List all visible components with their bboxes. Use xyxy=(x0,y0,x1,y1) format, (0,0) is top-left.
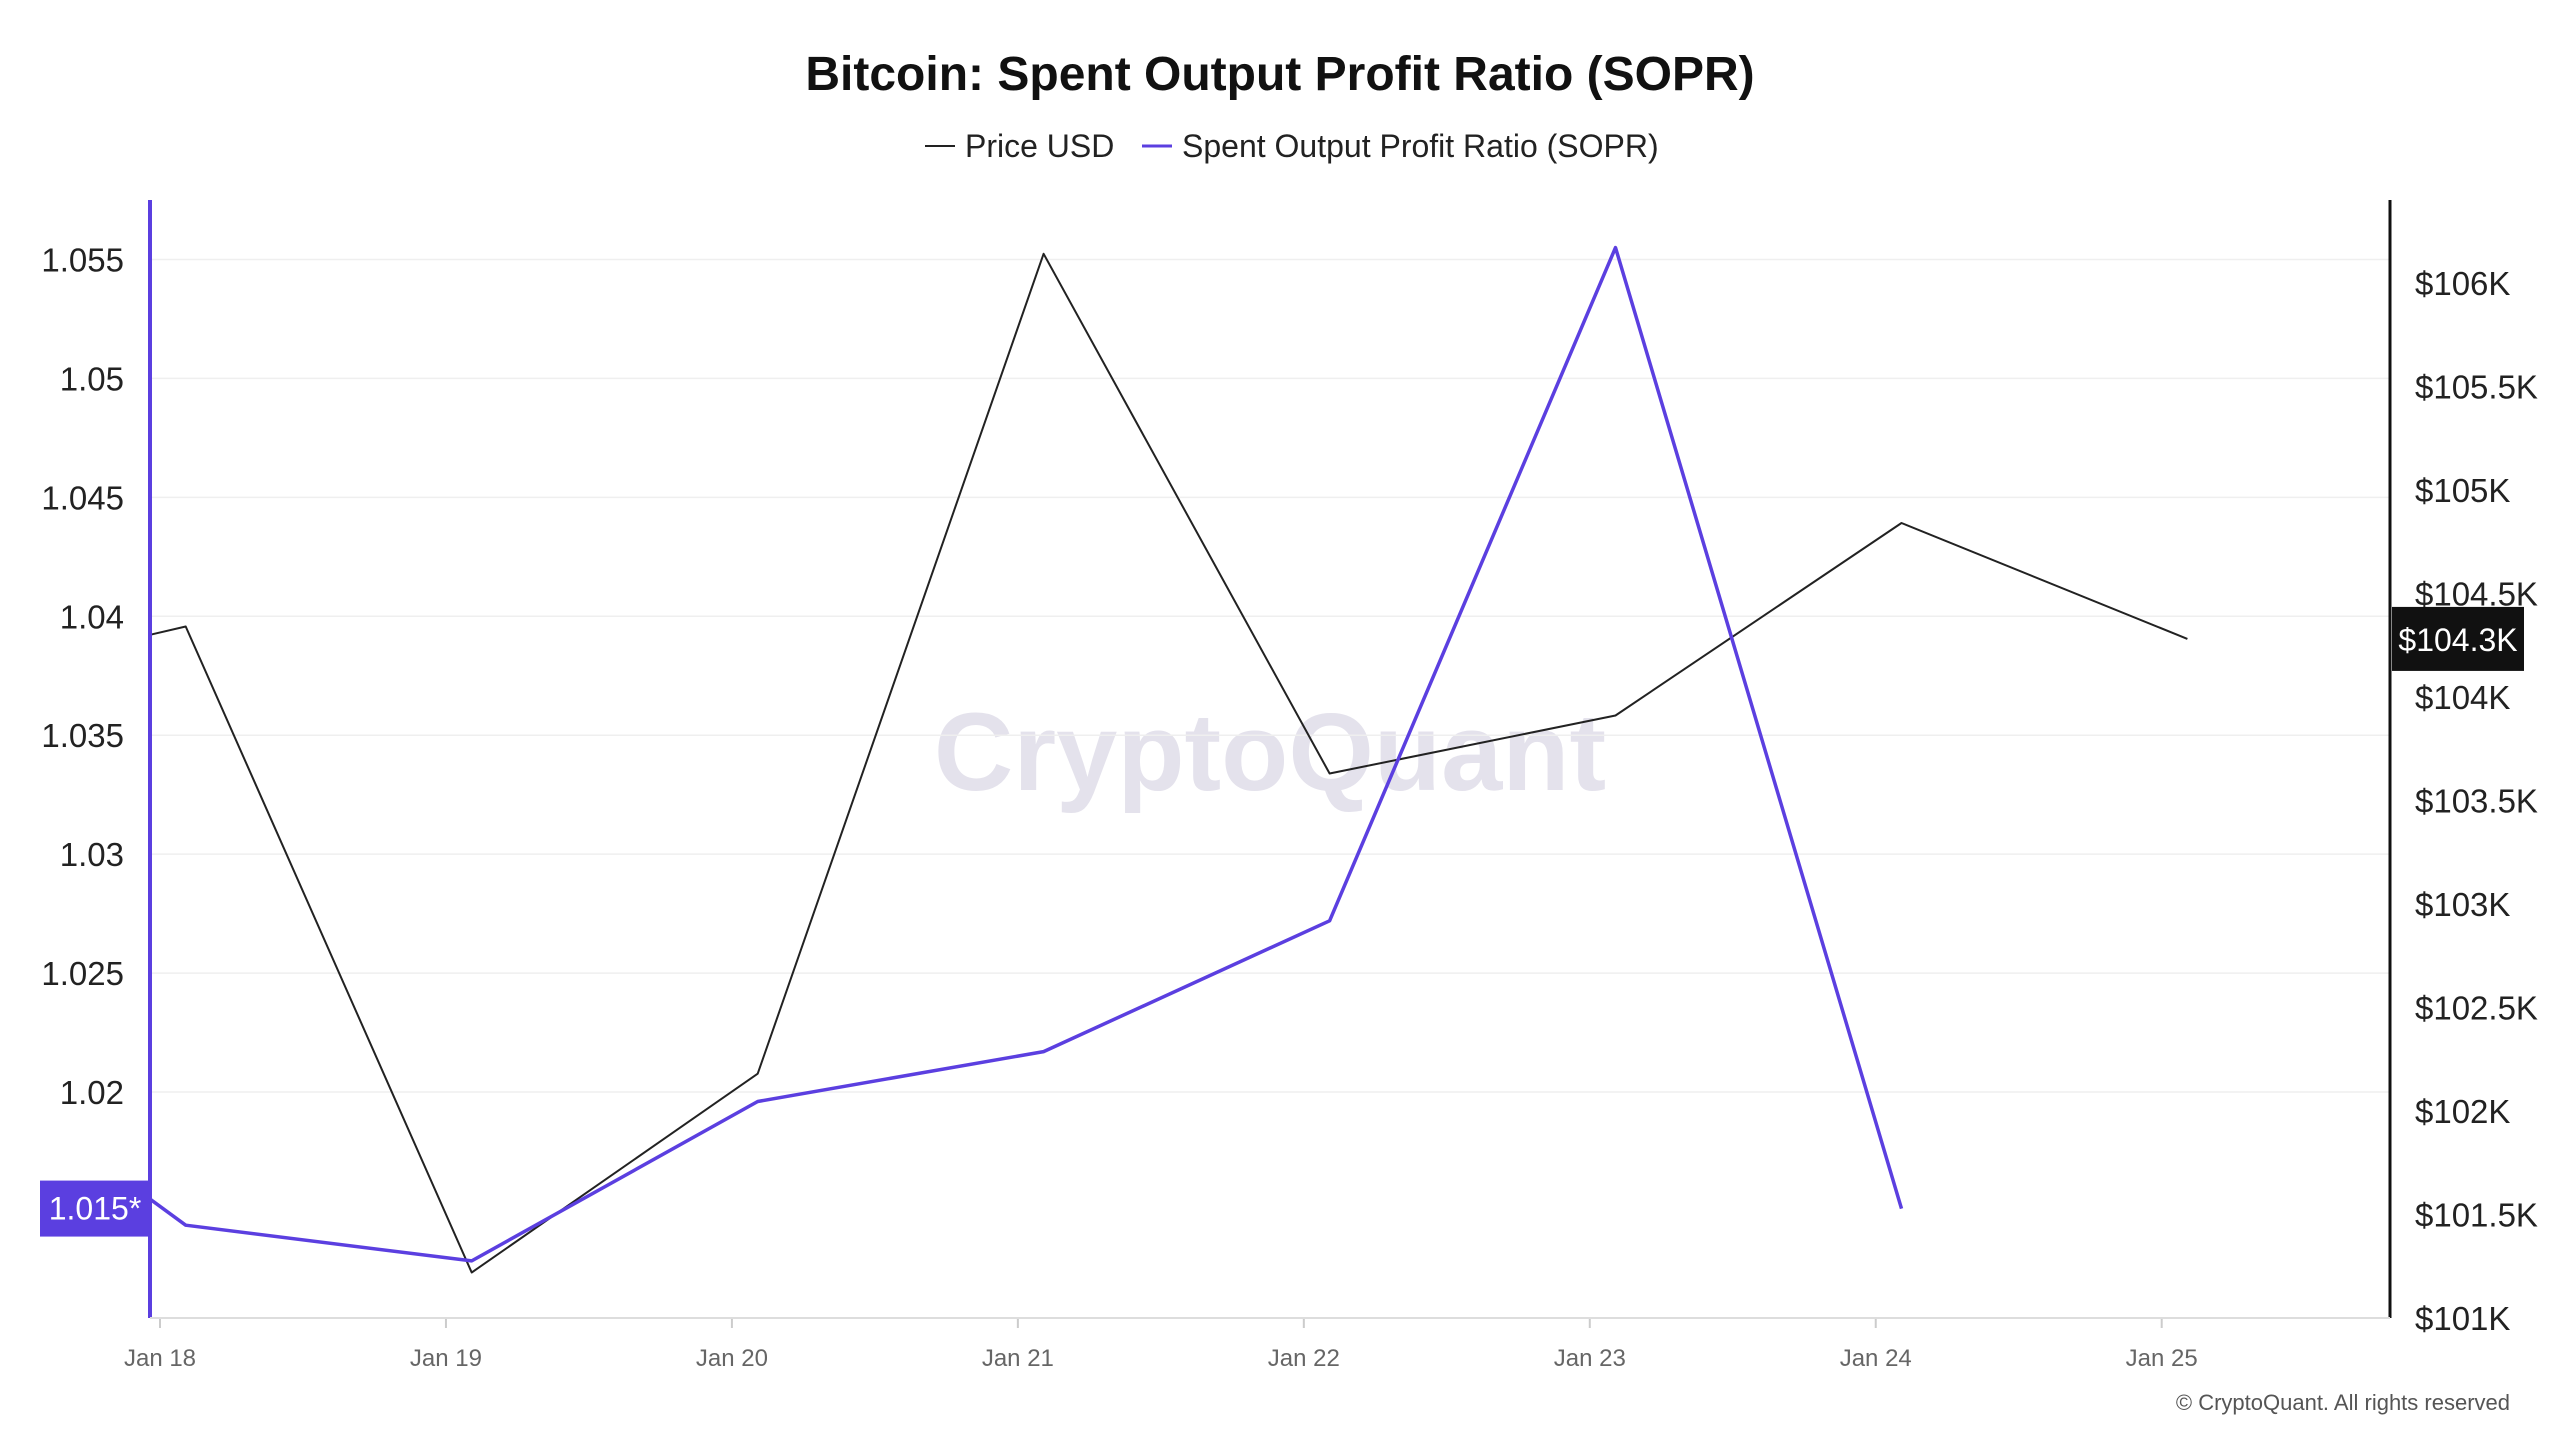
x-tick-label: Jan 19 xyxy=(410,1345,482,1372)
x-tick-label: Jan 24 xyxy=(1840,1345,1912,1372)
left-tick-label: 1.045 xyxy=(41,479,124,516)
x-tick-label: Jan 18 xyxy=(124,1345,196,1372)
legend-label-sopr: Spent Output Profit Ratio (SOPR) xyxy=(1182,128,1659,164)
right-tick-label: $104.5K xyxy=(2415,575,2538,612)
left-tick-label: 1.03 xyxy=(60,836,124,873)
copyright-notice: © CryptoQuant. All rights reserved xyxy=(2176,1390,2510,1415)
x-tick-label: Jan 23 xyxy=(1554,1345,1626,1372)
right-tick-label: $103K xyxy=(2415,886,2510,923)
right-tick-label: $102K xyxy=(2415,1093,2510,1130)
chart-title: Bitcoin: Spent Output Profit Ratio (SOPR… xyxy=(805,48,1754,101)
right-tick-label: $101.5K xyxy=(2415,1196,2538,1233)
right-axis-ticks: $106K $105.5K $105K $104.5K $104K $103.5K $103… xyxy=(2415,265,2538,1337)
legend-item-sopr[interactable]: Spent Output Profit Ratio (SOPR) xyxy=(1142,128,1659,164)
left-tick-label: 1.02 xyxy=(60,1074,124,1111)
legend-label-price: Price USD xyxy=(965,128,1114,164)
right-tick-label: $101K xyxy=(2415,1300,2510,1337)
grid-lines xyxy=(150,259,2390,1092)
left-tick-label: 1.05 xyxy=(60,360,124,397)
x-tick-label: Jan 22 xyxy=(1268,1345,1340,1372)
right-tick-label: $106K xyxy=(2415,265,2510,302)
right-tick-label: $103.5K xyxy=(2415,782,2538,819)
right-tick-label: $105K xyxy=(2415,472,2510,509)
left-tick-label: 1.04 xyxy=(60,598,124,635)
x-tick-label: Jan 25 xyxy=(2126,1345,2198,1372)
left-tick-label: 1.035 xyxy=(41,717,124,754)
left-axis-ticks: 1.055 1.05 1.045 1.04 1.035 1.03 1.025 1.02 xyxy=(41,241,124,1111)
right-tick-label: $102.5K xyxy=(2415,989,2538,1026)
right-tick-label: $105.5K xyxy=(2415,368,2538,405)
legend-item-price[interactable]: Price USD xyxy=(925,128,1114,164)
watermark: CryptoQuant xyxy=(934,691,1606,814)
left-tick-label: 1.055 xyxy=(41,241,124,278)
x-tick-label: Jan 21 xyxy=(982,1345,1054,1372)
price-current-value: $104.3K xyxy=(2398,622,2517,658)
right-tick-label: $104K xyxy=(2415,679,2510,716)
sopr-current-value: 1.015* xyxy=(49,1191,142,1227)
legend: Price USD Spent Output Profit Ratio (SOP… xyxy=(925,128,1659,164)
left-tick-label: 1.025 xyxy=(41,955,124,992)
x-axis-ticks: Jan 18 Jan 19 Jan 20 Jan 21 Jan 22 Jan 23 Jan … xyxy=(124,1318,2198,1372)
x-tick-label: Jan 20 xyxy=(696,1345,768,1372)
